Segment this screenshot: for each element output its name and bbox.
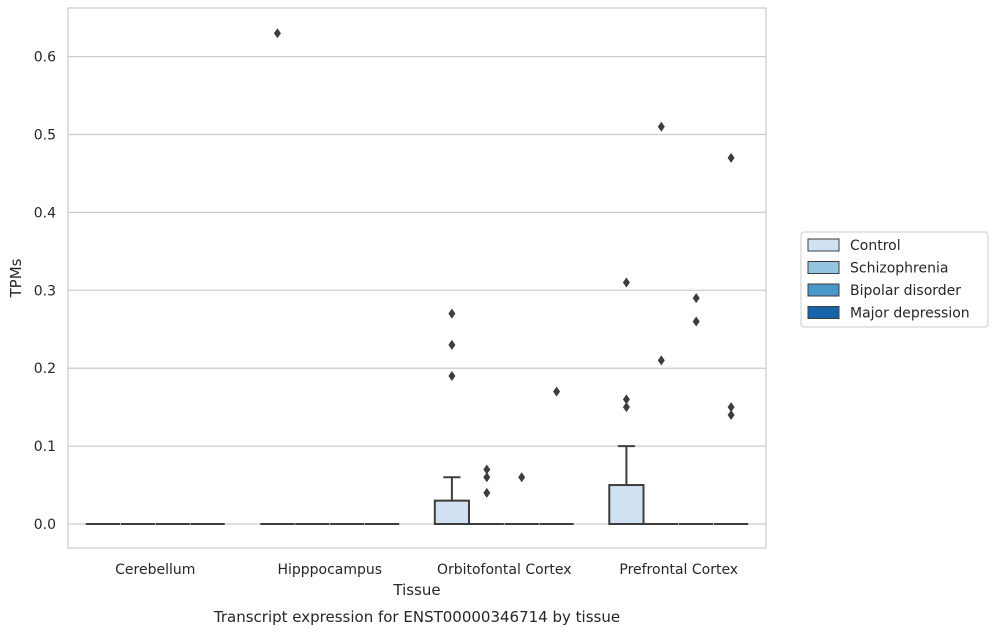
- outlier-point: [692, 293, 700, 304]
- outlier-point: [553, 386, 561, 397]
- box-0-3: [608, 445, 645, 525]
- outlier-point: [657, 355, 665, 366]
- outlier-point: [483, 464, 491, 475]
- outlier-point: [483, 472, 491, 483]
- y-tick-label: 0.6: [34, 50, 56, 66]
- x-axis-ticks: Cerebellum Hipppocampus Orbitofontal Corte…: [115, 562, 738, 578]
- legend-swatch: [807, 261, 840, 274]
- outlier-point: [518, 472, 526, 483]
- legend-swatch: [807, 283, 840, 297]
- legend-label: Schizophrenia: [850, 261, 948, 277]
- outlier-point: [692, 316, 700, 327]
- y-tick-label: 0.5: [34, 128, 56, 144]
- box-0-2: [433, 476, 471, 526]
- box-plots: [85, 445, 749, 526]
- y-tick-label: 0.0: [34, 517, 56, 533]
- box: [608, 484, 645, 525]
- y-tick-label: 0.1: [34, 439, 56, 455]
- legend-label: Control: [850, 238, 901, 254]
- outlier-point: [622, 394, 630, 405]
- legend-label: Major depression: [850, 306, 970, 322]
- legend: Control Schizophrenia Bipolar disorder Majo…: [800, 231, 989, 328]
- outlier-point: [273, 28, 281, 39]
- outlier-points: [273, 28, 735, 498]
- gridlines: [68, 55, 766, 525]
- outlier-point: [622, 277, 630, 288]
- y-axis-label: TPMs: [7, 258, 25, 298]
- x-axis-label: Tissue: [392, 581, 440, 599]
- legend-swatch: [807, 238, 840, 252]
- y-tick-label: 0.3: [34, 283, 56, 299]
- outlier-point: [622, 402, 630, 413]
- plot-area-frame: [67, 7, 767, 549]
- outlier-point: [657, 121, 665, 132]
- y-axis-ticks: 0.0 0.1 0.2 0.3 0.4 0.5 0.6: [34, 50, 56, 533]
- outlier-point: [727, 402, 735, 413]
- x-tick-label: Orbitofontal Cortex: [437, 562, 572, 578]
- legend-swatch: [807, 306, 840, 319]
- y-tick-label: 0.4: [34, 205, 56, 221]
- outlier-point: [727, 152, 735, 163]
- legend-label: Bipolar disorder: [850, 283, 961, 299]
- x-tick-label: Cerebellum: [115, 562, 195, 578]
- x-tick-label: Hipppocampus: [277, 562, 382, 578]
- legend-frame: [800, 231, 989, 328]
- outlier-point: [448, 339, 456, 350]
- box: [433, 499, 471, 526]
- outlier-point: [483, 487, 491, 498]
- x-tick-label: Prefrontal Cortex: [619, 562, 738, 578]
- outlier-point: [448, 308, 456, 319]
- chart-caption: Transcript expression for ENST0000034671…: [213, 608, 620, 626]
- outlier-point: [727, 409, 735, 420]
- outlier-point: [448, 370, 456, 381]
- y-tick-label: 0.2: [34, 361, 56, 377]
